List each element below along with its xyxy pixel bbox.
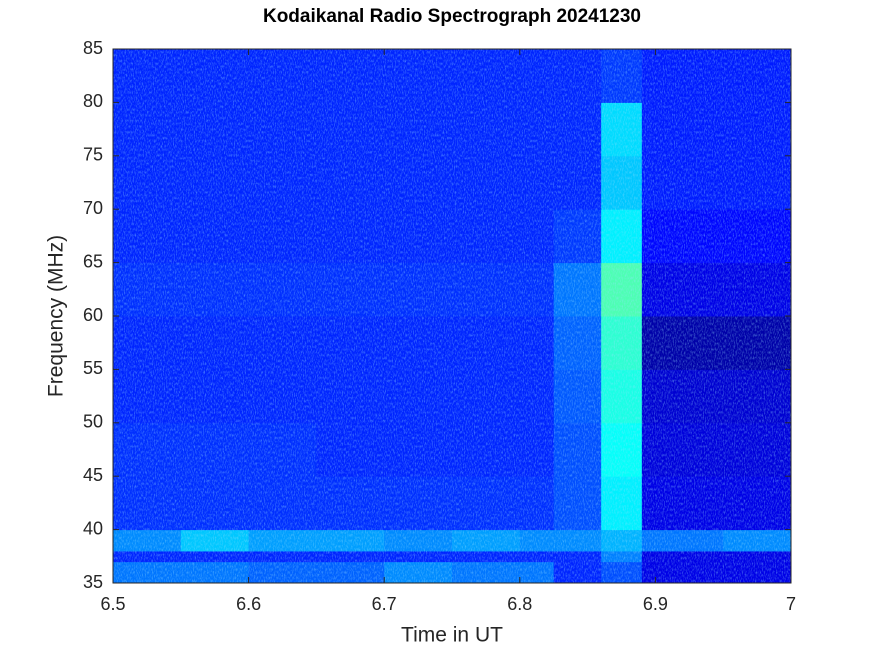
y-tick-label: 55 [83, 358, 103, 378]
x-tick-label: 6.6 [236, 594, 261, 614]
y-tick-label: 40 [83, 518, 103, 538]
y-tick-label: 65 [83, 251, 103, 271]
chart-title: Kodaikanal Radio Spectrograph 20241230 [263, 6, 641, 27]
y-tick-label: 85 [83, 38, 103, 58]
x-tick-label: 6.9 [643, 594, 668, 614]
y-tick-label: 70 [83, 198, 103, 218]
y-tick-label: 60 [83, 305, 103, 325]
y-tick-label: 80 [83, 91, 103, 111]
y-tick-label: 50 [83, 412, 103, 432]
x-tick-label: 7 [786, 594, 796, 614]
x-axis-label: Time in UT [401, 624, 503, 647]
axes: 6.5 6.6 6.7 6.8 6.9 7 35 40 45 50 55 60 65 70 75 80 85 [83, 38, 796, 614]
y-tick-label: 45 [83, 465, 103, 485]
y-tick-label: 75 [83, 145, 103, 165]
noise-texture [113, 49, 791, 583]
y-tick-label: 35 [83, 572, 103, 592]
x-tick-label: 6.5 [100, 594, 125, 614]
x-tick-label: 6.8 [507, 594, 532, 614]
y-axis-label: Frequency (MHz) [45, 235, 68, 397]
x-tick-label: 6.7 [372, 594, 397, 614]
